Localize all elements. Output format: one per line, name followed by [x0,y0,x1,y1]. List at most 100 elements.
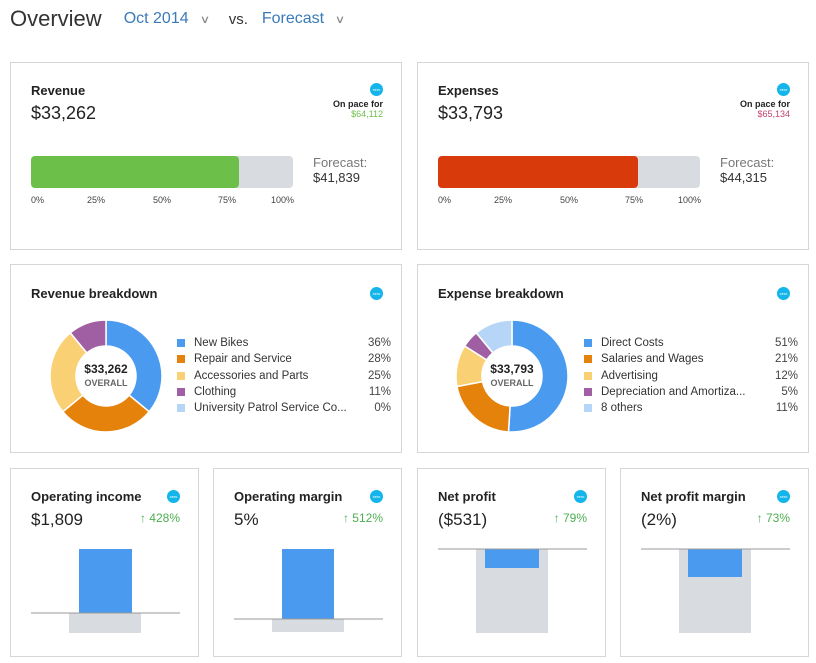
legend-swatch [584,388,592,397]
metric-card-net-profit[interactable]: Net profit xero ($531) ↑ 79% [417,468,606,657]
legend-swatch [177,404,185,413]
expenses-card[interactable]: Expenses $33,793 xero On pace for $65,13… [417,62,809,250]
tick-label: 0% [438,195,452,205]
tick-label: 0% [31,195,45,205]
overview-header: Overview Oct 2014 ∨ vs. Forecast ∨ [10,4,346,34]
expense-breakdown-card[interactable]: Expense breakdown xero $33,793 OVERALL D… [417,264,809,453]
donut-center-value: $33,793 [490,362,534,376]
donut-center-label: OVERALL [490,378,534,388]
metric-delta: ↑ 79% [553,511,587,525]
revenue-title: Revenue [31,83,86,98]
donut-center-label: OVERALL [84,378,128,388]
metric-title: Net profit [438,489,496,504]
xero-logo-icon: xero [370,287,383,300]
donut-slice[interactable] [69,319,107,354]
compare-selector[interactable]: Forecast ∨ [261,10,346,28]
metric-mini-chart [438,548,587,633]
metric-delta: ↑ 428% [139,511,180,525]
pace-value: $65,134 [757,109,790,119]
legend-label: New Bikes [194,337,249,350]
legend-swatch [177,371,185,380]
metric-mini-chart [31,549,180,633]
revenue-progress-fill [31,156,240,188]
legend-item[interactable]: University Patrol Service Co... 0% [177,400,391,416]
legend-swatch [584,371,592,380]
revenue-legend: New Bikes 36% Repair and Service 28% Accesso… [177,335,391,416]
baseline-bar [69,613,141,633]
revenue-donut-chart [49,319,163,433]
legend-item[interactable]: Accessories and Parts 25% [177,368,391,384]
legend-percent: 11% [368,386,391,399]
actual-bar [688,549,742,577]
legend-label: University Patrol Service Co... [194,402,347,415]
legend-swatch [177,355,185,364]
legend-swatch [177,388,185,397]
legend-label: Salaries and Wages [601,353,704,366]
legend-item[interactable]: 8 others 11% [584,400,798,416]
donut-center: $33,793 OVERALL [482,362,542,388]
metric-card-operating-income[interactable]: Operating income xero $1,809 ↑ 428% [10,468,199,657]
revenue-card[interactable]: Revenue $33,262 xero On pace for $64,112… [10,62,402,250]
revenue-progress-track [31,156,293,188]
metric-delta: ↑ 512% [342,511,383,525]
tick-label: 75% [218,195,237,205]
forecast-value: $41,839 [313,170,360,185]
metric-title: Net profit margin [641,489,746,504]
legend-percent: 28% [367,353,391,366]
legend-item[interactable]: Direct Costs 51% [584,335,798,351]
expenses-progress-track [438,156,700,188]
donut-slice[interactable] [475,319,513,354]
revenue-forecast: Forecast: $41,839 [313,155,367,185]
legend-label: Direct Costs [601,337,664,350]
period-selector[interactable]: Oct 2014 ∨ [123,10,210,28]
legend-percent: 11% [775,402,798,415]
tick-label: 100% [678,195,702,205]
xero-logo-icon: xero [777,83,790,96]
legend-item[interactable]: Advertising 12% [584,368,798,384]
xero-logo-icon: xero [370,490,383,503]
compare-label: Forecast [261,10,325,27]
donut-slice[interactable] [507,319,569,433]
expenses-pace: On pace for $65,134 [740,99,790,119]
xero-logo-icon: xero [167,490,180,503]
actual-bar [485,549,539,568]
tick-label: 50% [560,195,579,205]
metric-card-net-profit-margin[interactable]: Net profit margin xero (2%) ↑ 73% [620,468,809,657]
legend-item[interactable]: Salaries and Wages 21% [584,351,798,367]
period-label: Oct 2014 [123,10,189,27]
page-title: Overview [10,6,102,31]
expenses-forecast: Forecast: $44,315 [720,155,774,185]
legend-percent: 12% [774,369,798,382]
legend-percent: 21% [774,353,798,366]
legend-swatch [584,404,592,413]
metric-card-operating-margin[interactable]: Operating margin xero 5% ↑ 512% [213,468,402,657]
forecast-value: $44,315 [720,170,767,185]
metric-value: ($531) [438,510,488,529]
expenses-title: Expenses [438,83,499,98]
donut-slice[interactable] [456,380,511,433]
baseline-bar [272,619,344,632]
legend-swatch [584,339,592,348]
metric-title: Operating income [31,489,142,504]
revenue-breakdown-title: Revenue breakdown [31,286,158,301]
legend-label: Clothing [194,386,237,399]
legend-swatch [177,339,185,348]
chevron-down-icon: ∨ [199,13,210,26]
vs-label: vs. [228,10,248,28]
metric-value: (2%) [641,510,677,529]
legend-item[interactable]: Repair and Service 28% [177,351,391,367]
metric-value: 5% [234,510,259,529]
legend-label: Advertising [601,369,658,382]
legend-item[interactable]: New Bikes 36% [177,335,391,351]
legend-percent: 25% [367,369,391,382]
revenue-breakdown-card[interactable]: Revenue breakdown xero $33,262 OVERALL N… [10,264,402,453]
legend-item[interactable]: Clothing 11% [177,384,391,400]
legend-swatch [584,355,592,364]
donut-slice[interactable] [105,319,163,413]
legend-label: Depreciation and Amortiza... [601,386,746,399]
metric-value: $1,809 [31,510,83,529]
revenue-value: $33,262 [31,103,97,123]
xero-logo-icon: xero [777,287,790,300]
pace-label: On pace for [332,99,383,109]
legend-item[interactable]: Depreciation and Amortiza... 5% [584,384,798,400]
